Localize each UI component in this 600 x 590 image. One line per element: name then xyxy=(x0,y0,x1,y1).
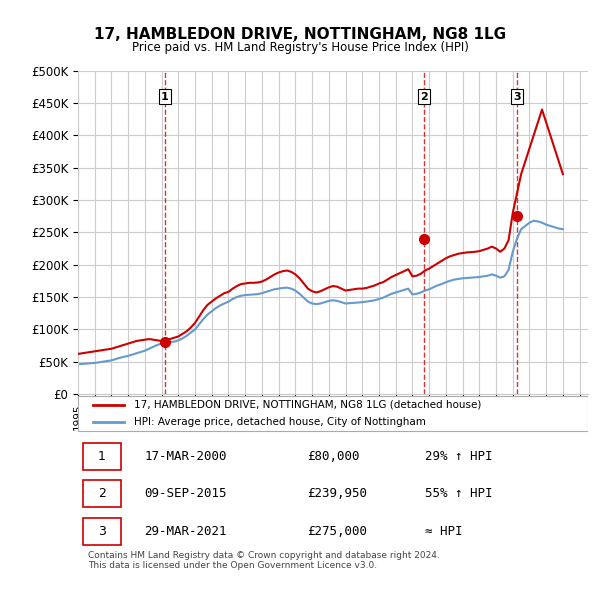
Text: £80,000: £80,000 xyxy=(308,450,360,463)
Text: Price paid vs. HM Land Registry's House Price Index (HPI): Price paid vs. HM Land Registry's House … xyxy=(131,41,469,54)
Text: Contains HM Land Registry data © Crown copyright and database right 2024.
This d: Contains HM Land Registry data © Crown c… xyxy=(88,550,440,570)
Text: HPI: Average price, detached house, City of Nottingham: HPI: Average price, detached house, City… xyxy=(134,417,426,427)
Text: 09-SEP-2015: 09-SEP-2015 xyxy=(145,487,227,500)
Text: 17-MAR-2000: 17-MAR-2000 xyxy=(145,450,227,463)
Text: £239,950: £239,950 xyxy=(308,487,367,500)
Text: 2: 2 xyxy=(420,91,428,101)
Text: 29-MAR-2021: 29-MAR-2021 xyxy=(145,525,227,537)
Text: 29% ↑ HPI: 29% ↑ HPI xyxy=(425,450,493,463)
Text: 1: 1 xyxy=(161,91,169,101)
Text: 1: 1 xyxy=(98,450,106,463)
FancyBboxPatch shape xyxy=(83,443,121,470)
Text: £275,000: £275,000 xyxy=(308,525,367,537)
Text: ≈ HPI: ≈ HPI xyxy=(425,525,463,537)
Text: 2: 2 xyxy=(98,487,106,500)
FancyBboxPatch shape xyxy=(83,517,121,545)
Text: 3: 3 xyxy=(513,91,521,101)
Text: 17, HAMBLEDON DRIVE, NOTTINGHAM, NG8 1LG: 17, HAMBLEDON DRIVE, NOTTINGHAM, NG8 1LG xyxy=(94,27,506,41)
Text: 17, HAMBLEDON DRIVE, NOTTINGHAM, NG8 1LG (detached house): 17, HAMBLEDON DRIVE, NOTTINGHAM, NG8 1LG… xyxy=(134,400,481,410)
Text: 3: 3 xyxy=(98,525,106,537)
Text: 55% ↑ HPI: 55% ↑ HPI xyxy=(425,487,493,500)
FancyBboxPatch shape xyxy=(78,395,588,431)
FancyBboxPatch shape xyxy=(83,480,121,507)
